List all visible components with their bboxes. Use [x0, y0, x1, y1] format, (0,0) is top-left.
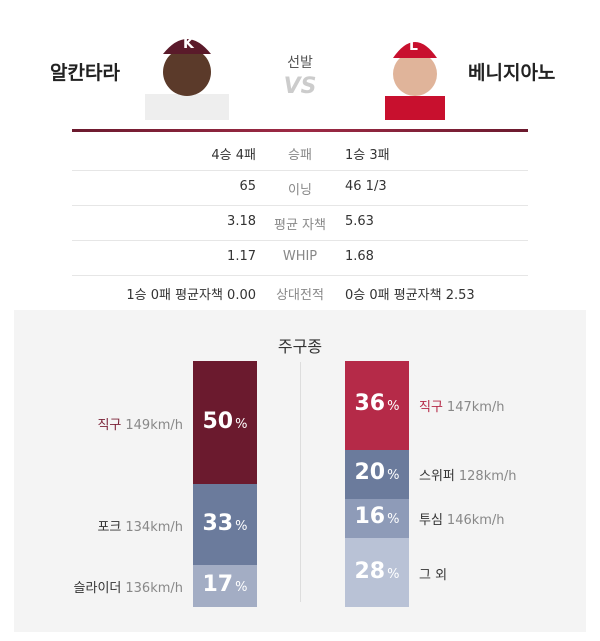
percent-label: 50% — [193, 409, 257, 434]
percent-label: 28% — [345, 559, 409, 584]
pitch-speed: 146km/h — [446, 513, 505, 529]
percent-unit: % — [235, 416, 248, 432]
percent-unit: % — [387, 512, 400, 528]
right-value: 1승 3패 — [345, 148, 390, 163]
percent-value: 50 — [202, 408, 234, 434]
stat-label: 승패 — [288, 148, 312, 163]
percent-value: 16 — [354, 504, 386, 530]
percent-label: 17% — [193, 572, 257, 597]
pitch-speed: 134km/h — [125, 519, 183, 535]
svg-text:L: L — [409, 38, 418, 54]
left-name: 알칸타라 — [50, 62, 120, 84]
left-value: 1승 0패 평균자책 0.00 — [126, 288, 256, 303]
pitch-name: 투심 — [419, 513, 443, 529]
pitch-title: 주구종 — [277, 337, 323, 356]
percent-unit: % — [387, 468, 400, 484]
svg-text:K: K — [183, 36, 195, 52]
stat-row: 3.18 평균 자책 5.63 — [72, 205, 528, 241]
pitch-label: 투심 146km/h — [419, 509, 505, 528]
pitch-bar — [345, 498, 409, 539]
right-value: 46 1/3 — [345, 179, 387, 194]
percent-value: 36 — [354, 391, 386, 417]
percent-unit: % — [387, 566, 400, 582]
pitch-speed: 136km/h — [125, 581, 183, 597]
right-name: 베니지아노 — [468, 62, 556, 84]
stat-row: 4승 4패 승패 1승 3패 — [72, 135, 528, 171]
pitch-name: 포크 — [97, 519, 122, 535]
pitch-bar — [193, 361, 257, 484]
right-value: 1.68 — [345, 249, 374, 264]
percent-value: 17 — [202, 572, 234, 598]
pitch-label: 직구 147km/h — [419, 396, 505, 415]
pitch-speed: 149km/h — [125, 417, 183, 433]
left-player-photo: K — [145, 36, 229, 120]
pitch-speed: 147km/h — [446, 400, 505, 416]
percent-value: 20 — [354, 460, 386, 486]
percent-unit: % — [235, 580, 248, 596]
pitch-label: 스위퍼 128km/h — [419, 465, 517, 484]
left-value: 4승 4패 — [211, 148, 256, 163]
pitch-name: 스위퍼 — [419, 469, 455, 485]
pitch-label: 그 외 — [419, 564, 447, 583]
percent-label: 20% — [345, 460, 409, 485]
right-player-photo: L — [385, 38, 445, 120]
stat-label: 이닝 — [288, 183, 312, 198]
pitch-label: 포크 134km/h — [97, 516, 183, 535]
pitch-label: 직구 149km/h — [97, 414, 183, 433]
divider — [72, 129, 528, 132]
pitch-name: 슬라이더 — [73, 581, 122, 597]
pitch-bar — [345, 449, 409, 499]
percent-label: 36% — [345, 391, 409, 416]
percent-value: 28 — [354, 558, 386, 584]
pitch-speed: 128km/h — [458, 469, 517, 485]
percent-label: 33% — [193, 511, 257, 536]
pitch-label: 슬라이더 136km/h — [74, 577, 183, 596]
left-value: 1.17 — [227, 249, 256, 264]
right-value: 0승 0패 평균자책 2.53 — [345, 288, 475, 303]
pitch-name: 직구 — [419, 400, 443, 416]
stat-row: 1.17 WHIP 1.68 — [72, 240, 528, 276]
pitch-bar — [193, 484, 257, 566]
pitch-bar — [345, 361, 409, 450]
percent-value: 33 — [202, 510, 234, 536]
percent-label: 16% — [345, 504, 409, 529]
starter-label: 선발 — [287, 55, 313, 71]
right-value: 5.63 — [345, 214, 374, 229]
left-value: 65 — [239, 179, 256, 194]
stat-label: 상대전적 — [276, 288, 324, 303]
stat-label: WHIP — [282, 249, 318, 264]
percent-unit: % — [235, 518, 248, 534]
stat-row: 1승 0패 평균자책 0.00 상대전적 0승 0패 평균자책 2.53 — [72, 275, 528, 311]
percent-unit: % — [387, 399, 400, 415]
pitch-name: 그 외 — [419, 567, 448, 583]
left-value: 3.18 — [227, 214, 256, 229]
stat-row: 65 이닝 46 1/3 — [72, 170, 528, 206]
vs: VS — [283, 74, 317, 99]
pitch-bar — [345, 538, 409, 607]
center-line — [300, 362, 301, 602]
pitch-name: 직구 — [97, 417, 122, 433]
pitch-bar — [193, 565, 257, 607]
stat-label: 평균 자책 — [274, 218, 326, 233]
